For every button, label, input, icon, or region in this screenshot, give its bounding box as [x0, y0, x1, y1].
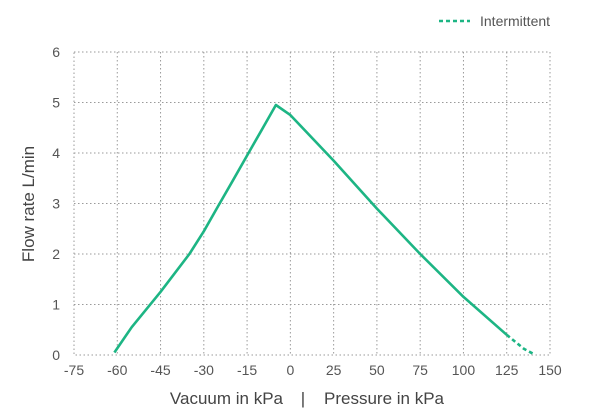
y-tick-labels: 0 1 2 3 4 5 6: [52, 44, 60, 363]
x-tick-label: 125: [495, 362, 519, 378]
intermittent-flow-line: [505, 333, 534, 355]
legend: Intermittent: [439, 13, 550, 29]
y-tick-label: 1: [52, 297, 60, 313]
x-tick-label: 100: [452, 362, 476, 378]
y-axis-title: Flow rate L/min: [19, 146, 38, 262]
x-axis-title-vacuum: Vacuum in kPa: [170, 389, 284, 408]
plot-frame: [73, 51, 551, 356]
x-tick-label: -60: [107, 362, 127, 378]
x-tick-label: 150: [538, 362, 562, 378]
flow-rate-line: [113, 103, 508, 354]
x-axis-title-pressure: Pressure in kPa: [324, 389, 445, 408]
x-tick-label: 25: [326, 362, 342, 378]
x-tick-label: -30: [194, 362, 214, 378]
x-tick-label: -45: [150, 362, 170, 378]
x-tick-label: 0: [286, 362, 294, 378]
y-tick-label: 3: [52, 196, 60, 212]
x-axis-title-separator: |: [301, 389, 305, 408]
y-tick-label: 5: [52, 95, 60, 111]
x-tick-labels: -75 -60 -45 -30 -15 0 25 50 75 100 125 150: [64, 362, 562, 378]
y-tick-label: 6: [52, 44, 60, 60]
series-lines: [113, 103, 534, 355]
x-tick-label: 75: [412, 362, 428, 378]
legend-label-intermittent: Intermittent: [480, 13, 550, 29]
y-tick-label: 0: [52, 347, 60, 363]
x-tick-label: -75: [64, 362, 84, 378]
x-tick-label: 50: [369, 362, 385, 378]
x-tick-label: -15: [237, 362, 257, 378]
y-tick-label: 4: [52, 145, 60, 161]
y-tick-label: 2: [52, 246, 60, 262]
